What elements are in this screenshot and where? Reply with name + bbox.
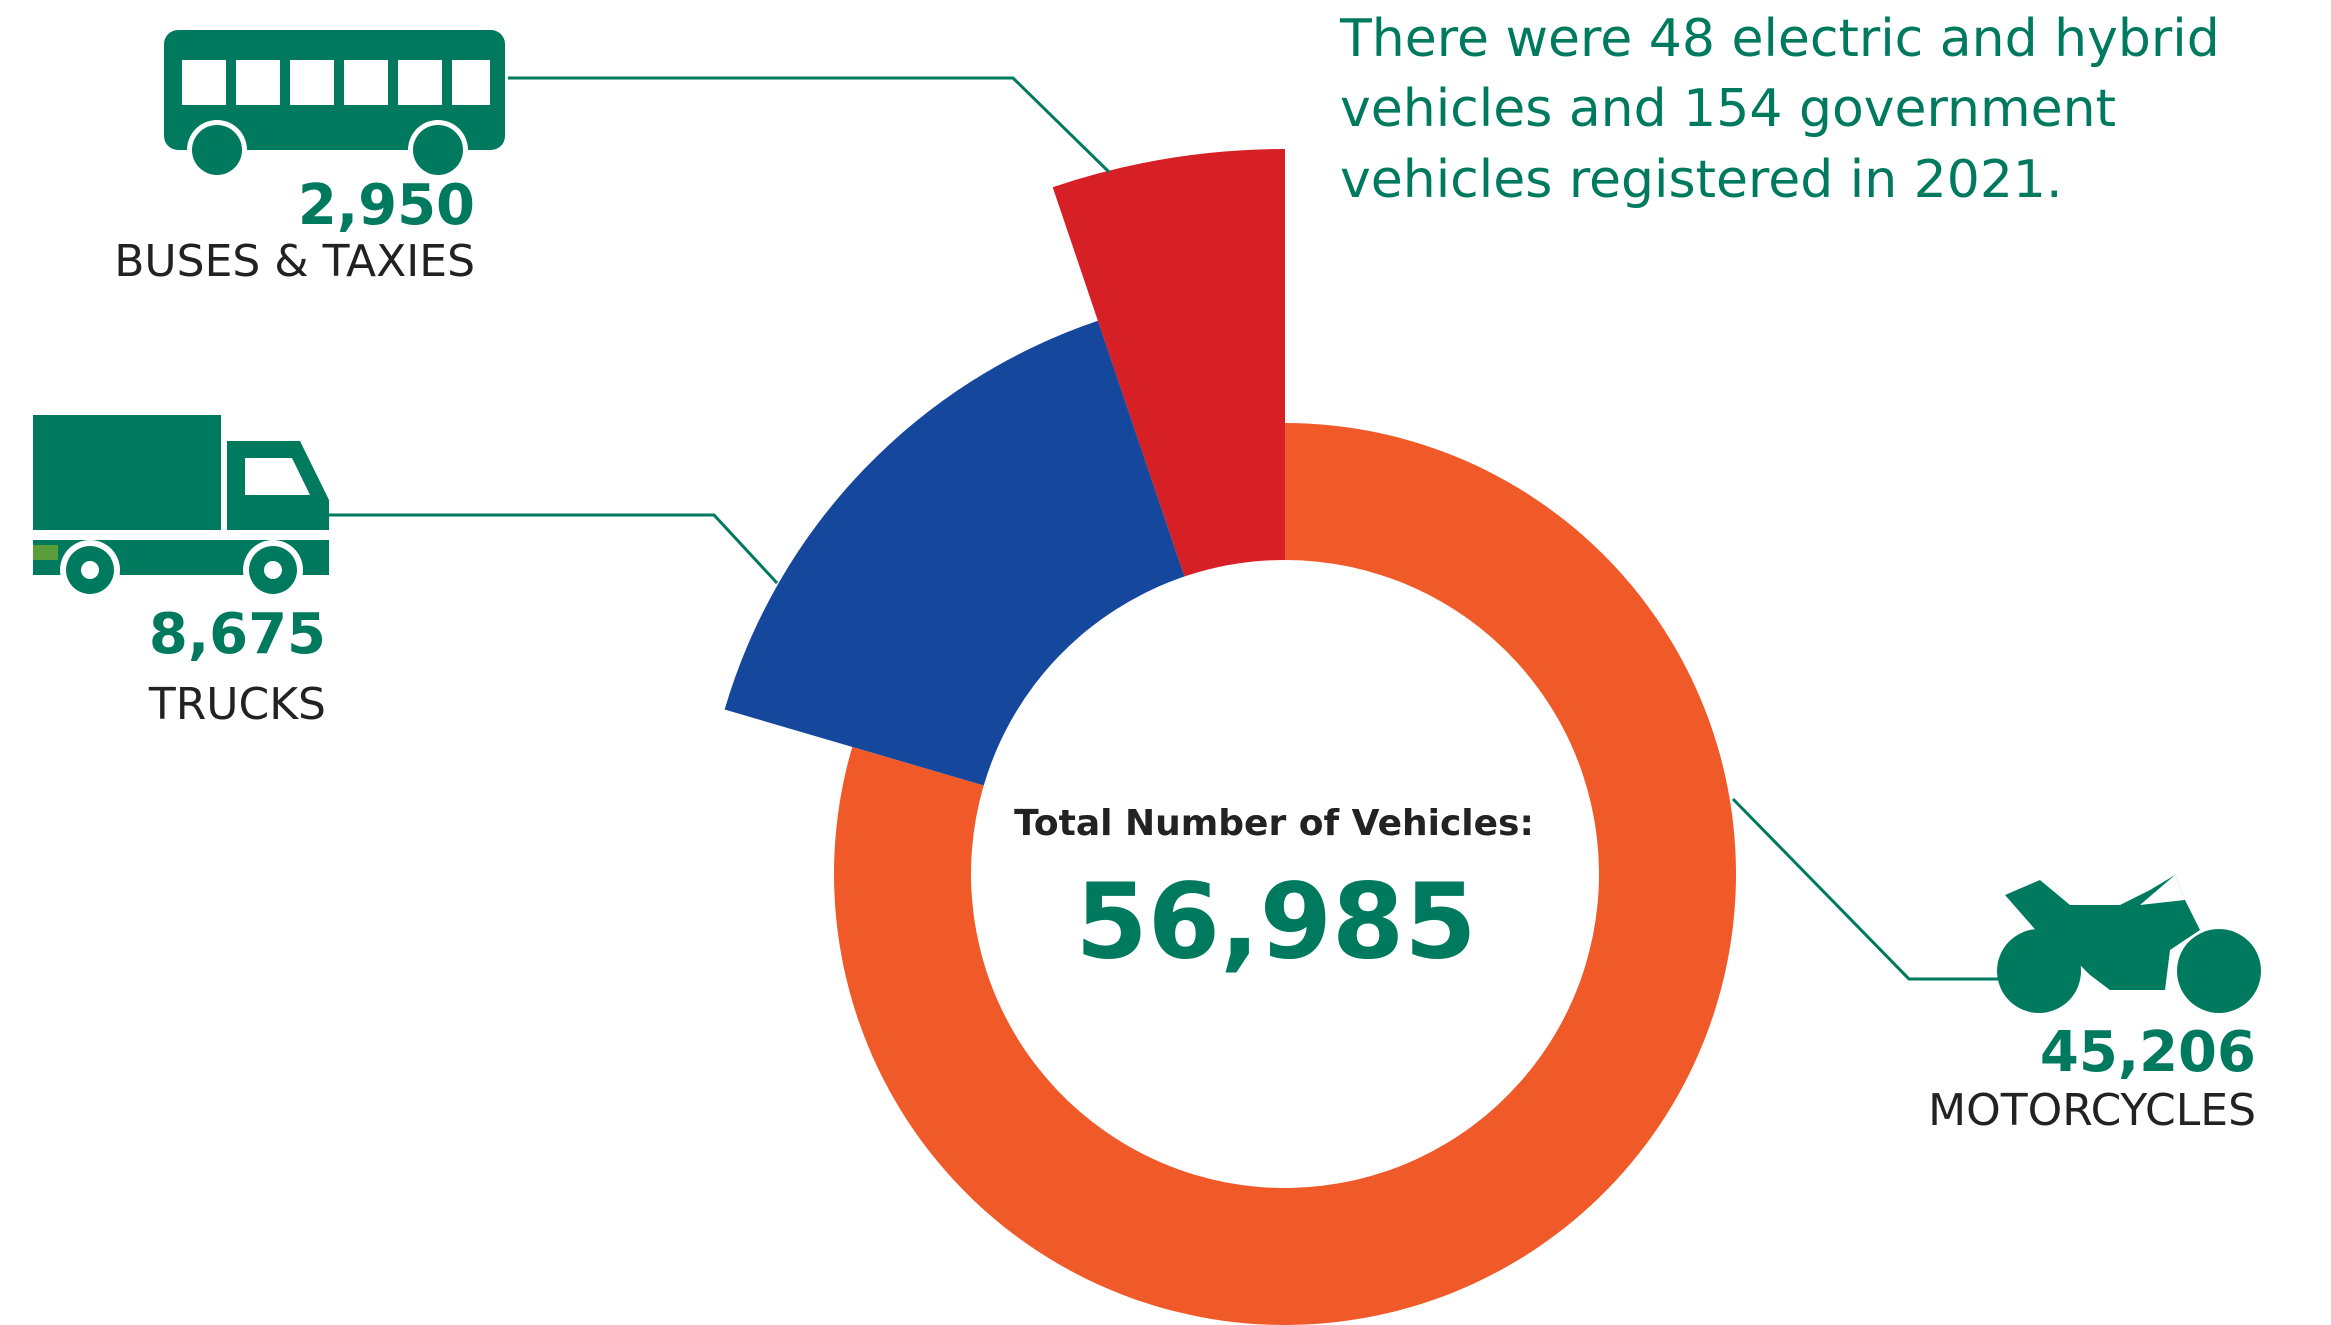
category-label: MOTORCYCLES — [1928, 1085, 2256, 1136]
annotation: There were 48 electric and hybrid vehicl… — [1339, 9, 2220, 210]
donut-segment — [1052, 149, 1285, 577]
value-label: 8,675 — [149, 602, 326, 667]
category-label: BUSES & TAXIES — [114, 236, 475, 287]
bus-icon — [164, 30, 505, 180]
truck-icon — [33, 415, 329, 600]
value-label: 45,206 — [2040, 1020, 2256, 1085]
annotation-line: There were 48 electric and hybrid — [1339, 9, 2220, 69]
annotation-line: vehicles registered in 2021. — [1340, 150, 2063, 210]
leader-line — [1731, 797, 2002, 981]
annotation-line: vehicles and 154 government — [1340, 79, 2116, 139]
category-label: TRUCKS — [148, 679, 326, 730]
donut-segment — [724, 320, 1185, 786]
center-value: 56,985 — [1075, 860, 1476, 982]
leader-line — [329, 513, 779, 585]
center-title: Total Number of Vehicles: — [1014, 803, 1534, 844]
motorcycle-icon — [1997, 875, 2261, 1013]
value-label: 2,950 — [298, 173, 475, 238]
leader-line — [508, 76, 1111, 174]
donut-segment — [834, 423, 1737, 1325]
